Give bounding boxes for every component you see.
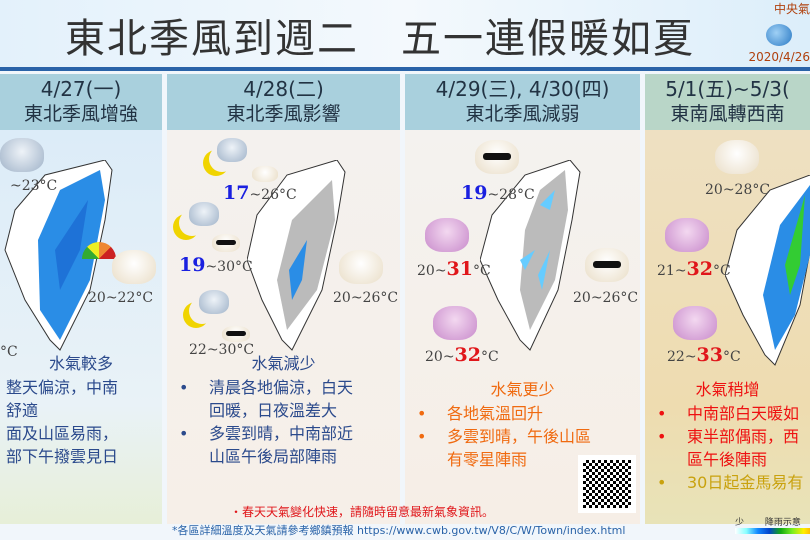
agency-logo-icon [766, 24, 792, 46]
header: 東北季風到週二 五一連假暖如夏 中央氣 2020/4/26 [0, 0, 810, 68]
column-subtitle: 東北季風減弱 [465, 103, 580, 125]
cloud-icon [112, 250, 156, 284]
summary-heading: 水氣較多 [48, 354, 113, 373]
column-date: 4/28(二) [243, 77, 324, 101]
forecast-column-5-1-5-3: 5/1(五)~5/3( 東南風轉西南 20~28°C 21~32°C 22~33… [645, 74, 810, 524]
summary-bullet: 30日起金馬易有 [645, 471, 810, 494]
forecast-column-4-28: 4/28(二) 東北季風影響 17~26°C 19~30°C 22~30°C 2… [167, 74, 400, 524]
taiwan-rain-map [725, 175, 810, 366]
column-date: 5/1(五)~5/3( [665, 77, 790, 101]
legend-colorbar [735, 528, 810, 534]
sunglasses-cloud-icon [585, 248, 629, 282]
cold-cloud-icon [189, 202, 219, 226]
temp-label: 22~33°C [667, 344, 741, 366]
forecast-column-4-27: 4/27(一) 東北季風增強 ~23°C 20~22°C °C 水氣較多 整天偏… [0, 74, 162, 524]
warning-text: ・春天天氣變化快速，請隨時留意最新氣象資訊。 [230, 505, 495, 519]
sunglasses-cloud-icon [212, 234, 240, 252]
sunglasses-cloud-icon [475, 140, 519, 174]
summary-heading: 水氣稍增 [695, 380, 760, 399]
column-header: 4/28(二) 東北季風影響 [167, 74, 400, 130]
summary-bullet: 各地氣溫回升 [405, 402, 640, 425]
hot-cloud-icon [425, 218, 469, 252]
agency-name: 中央氣 [773, 2, 810, 16]
cloud-icon [339, 250, 383, 284]
qr-code[interactable] [578, 455, 636, 513]
sunglasses-cloud-icon [222, 326, 250, 342]
temp-label: 20~32°C [425, 344, 499, 366]
summary-heading: 水氣更少 [490, 380, 555, 399]
summary-line: 面及山區易雨， [6, 424, 119, 443]
legend-low-label: 少 [735, 518, 745, 528]
weather-summary: 水氣較多 整天偏涼，中南 舒適 面及山區易雨， 部下午撥雲見日 [0, 352, 162, 468]
summary-bullet: 中南部白天暖如 [645, 402, 810, 425]
temp-label: 20~22°C [88, 290, 154, 306]
cloud-icon [715, 140, 759, 174]
summary-line: 部下午撥雲見日 [6, 447, 119, 466]
temp-label: 20~31°C [417, 258, 491, 280]
divider [0, 67, 810, 71]
temp-label: 20~26°C [573, 290, 639, 306]
rainfall-legend: 少 降雨示意 [735, 515, 810, 534]
summary-heading: 水氣減少 [251, 354, 316, 373]
temp-label: 17~26°C [223, 182, 297, 204]
temp-label: 19~28°C [461, 182, 535, 204]
summary-line: 整天偏涼，中南 [6, 378, 119, 397]
taiwan-rain-map [247, 160, 346, 351]
summary-line: 舒適 [6, 401, 39, 420]
column-header: 4/27(一) 東北季風增強 [0, 74, 162, 130]
column-date: 4/27(一) [40, 77, 122, 101]
taiwan-rain-map [4, 160, 113, 351]
column-subtitle: 東北季風增強 [23, 103, 138, 125]
footnote-link[interactable]: *各區詳細溫度及天氣請參考鄉鎮預報 https://www.cwb.gov.tw… [172, 524, 626, 537]
column-date: 4/29(三), 4/30(四) [435, 77, 610, 101]
column-header: 4/29(三), 4/30(四) 東北季風減弱 [405, 74, 640, 130]
temp-label: ~23°C [10, 178, 58, 194]
temp-label: 21~32°C [657, 258, 731, 280]
temp-label: 20~28°C [705, 182, 771, 198]
temp-label: 20~26°C [333, 290, 399, 306]
temp-label: °C [0, 344, 18, 360]
cold-cloud-icon [199, 290, 229, 314]
legend-title: 降雨示意 [764, 518, 801, 528]
column-subtitle: 東南風轉西南 [670, 103, 785, 125]
cold-cloud-icon [217, 138, 247, 162]
column-header: 5/1(五)~5/3( 東南風轉西南 [645, 74, 810, 130]
sweating-hot-cloud-icon [673, 306, 717, 340]
column-subtitle: 東北季風影響 [226, 103, 341, 125]
taiwan-rain-map [480, 160, 581, 351]
cloud-icon [252, 166, 278, 182]
hot-cloud-icon [433, 306, 477, 340]
temp-label: 19~30°C [179, 254, 253, 276]
umbrella-icon [82, 242, 116, 259]
page-title: 東北季風到週二 五一連假暖如夏 [65, 16, 695, 62]
hot-cloud-icon [665, 218, 709, 252]
issue-date: 2020/4/26 [748, 50, 810, 64]
cold-cloud-icon [0, 138, 44, 172]
temp-label: 22~30°C [189, 342, 255, 358]
